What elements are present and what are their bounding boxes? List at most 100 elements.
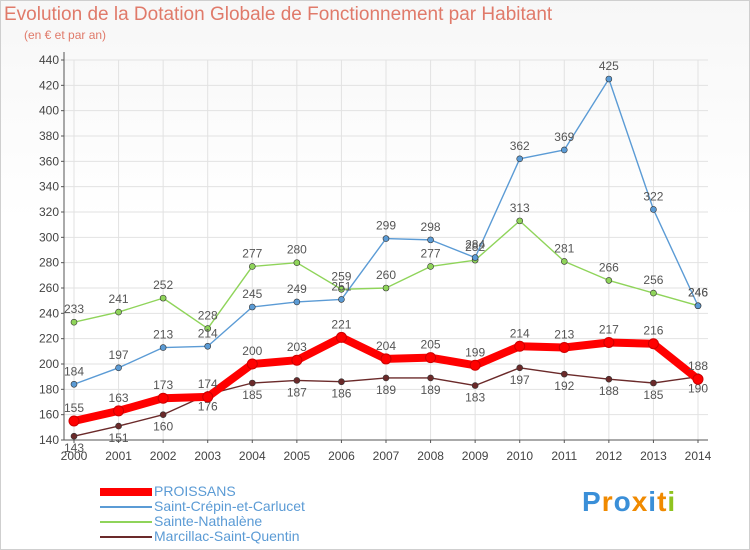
data-point bbox=[70, 380, 78, 388]
data-point bbox=[558, 342, 570, 354]
x-tick-label: 2004 bbox=[239, 449, 266, 463]
data-point bbox=[157, 392, 169, 404]
data-point bbox=[382, 235, 390, 242]
data-point bbox=[427, 263, 434, 270]
data-point bbox=[159, 294, 167, 302]
data-point bbox=[514, 340, 526, 352]
data-label: 221 bbox=[331, 317, 351, 331]
y-tick-label: 440 bbox=[39, 53, 59, 67]
data-point bbox=[605, 375, 613, 383]
y-tick-label: 320 bbox=[39, 205, 59, 219]
data-label: 425 bbox=[599, 59, 619, 73]
data-point bbox=[204, 342, 212, 350]
data-point bbox=[291, 354, 303, 366]
data-point bbox=[382, 374, 390, 382]
data-label: 228 bbox=[198, 309, 218, 323]
data-label: 216 bbox=[643, 324, 663, 338]
x-tick-label: 2006 bbox=[328, 449, 355, 463]
data-point bbox=[427, 374, 434, 382]
data-point bbox=[560, 146, 568, 154]
data-label: 298 bbox=[421, 220, 441, 234]
data-point bbox=[471, 254, 479, 261]
data-point bbox=[603, 336, 615, 348]
legend-label-marcillac: Marcillac-Saint-Quentin bbox=[154, 528, 300, 544]
chart-subtitle: (en € et par an) bbox=[24, 28, 107, 42]
data-label: 213 bbox=[153, 328, 173, 342]
data-label: 185 bbox=[242, 388, 262, 402]
data-label: 199 bbox=[465, 345, 485, 359]
x-tick-label: 2002 bbox=[150, 449, 177, 463]
x-tick-label: 2013 bbox=[640, 449, 667, 463]
data-label: 322 bbox=[643, 189, 663, 203]
data-label: 188 bbox=[599, 384, 619, 398]
y-tick-label: 400 bbox=[39, 104, 59, 118]
data-point bbox=[516, 155, 524, 163]
data-point bbox=[113, 405, 125, 417]
y-tick-label: 380 bbox=[39, 129, 59, 143]
data-label: 183 bbox=[465, 391, 485, 405]
data-label: 281 bbox=[554, 241, 574, 255]
data-point bbox=[692, 373, 704, 385]
y-tick-label: 200 bbox=[39, 357, 59, 371]
data-point bbox=[293, 377, 301, 384]
y-tick-label: 240 bbox=[39, 306, 59, 320]
data-point bbox=[246, 358, 258, 370]
data-label: 160 bbox=[153, 420, 173, 434]
data-point bbox=[647, 338, 659, 350]
data-label: 185 bbox=[643, 388, 663, 402]
data-label: 217 bbox=[599, 322, 619, 336]
data-label: 241 bbox=[109, 292, 129, 306]
y-tick-label: 340 bbox=[39, 180, 59, 194]
data-label: 176 bbox=[198, 399, 218, 413]
x-tick-label: 2007 bbox=[373, 449, 400, 463]
data-label: 203 bbox=[287, 340, 307, 354]
x-tick-label: 2005 bbox=[284, 449, 311, 463]
x-tick-label: 2010 bbox=[506, 449, 533, 463]
data-label: 313 bbox=[510, 201, 530, 215]
data-label: 163 bbox=[109, 391, 129, 405]
data-label: 173 bbox=[153, 378, 173, 392]
x-tick-label: 2003 bbox=[194, 449, 221, 463]
data-point bbox=[338, 285, 345, 293]
data-label: 284 bbox=[465, 238, 485, 252]
data-point bbox=[248, 379, 256, 387]
data-label: 197 bbox=[109, 348, 129, 362]
data-point bbox=[425, 352, 437, 364]
data-point bbox=[115, 308, 122, 316]
data-label: 151 bbox=[109, 431, 129, 445]
data-point bbox=[338, 378, 345, 386]
data-label: 186 bbox=[331, 387, 351, 401]
legend-swatch-sainte-nathalene bbox=[100, 521, 152, 523]
data-label: 256 bbox=[643, 273, 663, 287]
y-tick-label: 300 bbox=[39, 230, 59, 244]
data-point bbox=[68, 415, 80, 427]
data-point bbox=[382, 284, 390, 292]
data-label: 252 bbox=[153, 278, 173, 292]
data-label: 187 bbox=[287, 385, 307, 399]
data-point bbox=[335, 331, 347, 343]
chart-title: Evolution de la Dotation Globale de Fonc… bbox=[4, 4, 553, 25]
proxiti-logo: Proxiti bbox=[582, 486, 677, 517]
data-label: 214 bbox=[510, 326, 530, 340]
data-point bbox=[427, 236, 434, 244]
legend-label-saint-crepin: Saint-Crépin-et-Carlucet bbox=[154, 498, 305, 514]
data-label: 188 bbox=[688, 359, 708, 373]
data-label: 246 bbox=[688, 286, 708, 300]
data-label: 369 bbox=[554, 130, 574, 144]
data-point bbox=[115, 364, 122, 372]
legend-label-sainte-nathalene: Sainte-Nathalène bbox=[154, 513, 263, 529]
data-label: 299 bbox=[376, 219, 396, 233]
x-tick-label: 2009 bbox=[462, 449, 489, 463]
data-point bbox=[202, 391, 214, 403]
data-label: 245 bbox=[242, 287, 262, 301]
x-tick-label: 2000 bbox=[61, 449, 88, 463]
data-label: 190 bbox=[688, 382, 708, 396]
x-tick-label: 2001 bbox=[105, 449, 132, 463]
y-tick-label: 280 bbox=[39, 256, 59, 270]
data-point bbox=[293, 298, 301, 306]
data-label: 200 bbox=[242, 344, 262, 358]
legend-swatch-marcillac bbox=[100, 536, 152, 538]
x-tick-label: 2011 bbox=[551, 449, 577, 463]
legend-label-proissans: PROISSANS bbox=[154, 483, 236, 499]
